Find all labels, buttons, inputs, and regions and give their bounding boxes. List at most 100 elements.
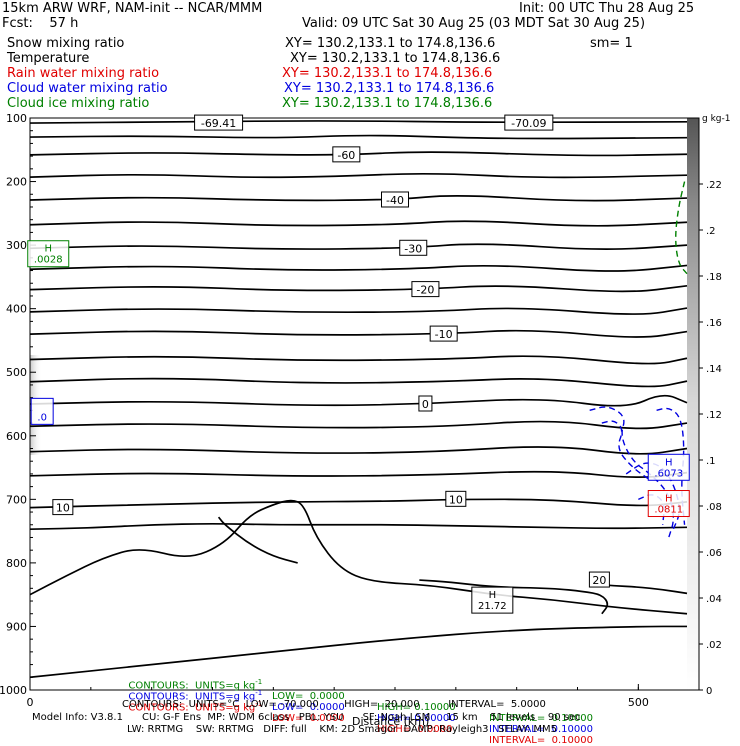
colorbar-tick-label: .04	[706, 594, 722, 605]
model-title: 15km ARW WRF, NAM-init -- NCAR/MMM	[2, 1, 263, 16]
y-tick-label: 500	[6, 366, 27, 379]
y-tick-label: 1000	[0, 684, 27, 697]
extremum-value: .0	[37, 412, 47, 423]
contour-label-box	[399, 239, 428, 256]
isotherm	[30, 307, 688, 315]
colorbar-tick-label: .02	[706, 640, 722, 651]
cloud-ice-contour	[675, 181, 688, 275]
contour-interval: INTERVAL= 0.10000	[489, 713, 593, 725]
colorbar-tick-label: .22	[706, 180, 722, 191]
isotherm	[30, 329, 688, 338]
contour-label-box	[588, 571, 610, 588]
field-rain-xy: XY= 130.2,133.1 to 174.8,136.6	[282, 66, 493, 81]
isotherm	[30, 420, 688, 430]
field-snow-name: Snow mixing ratio	[7, 36, 125, 51]
isotherm	[30, 151, 688, 157]
pressure-axis: 100 200 300 400 500 600 700 800 900 1000	[0, 112, 36, 697]
isotherm	[30, 243, 688, 250]
distance-axis: 0 500	[27, 684, 649, 709]
forecast-hour: Fcst: 57 h	[2, 16, 79, 31]
extremum-value: .0028	[34, 255, 63, 266]
init-time: Init: 00 UTC Thu 28 Aug 25	[519, 1, 695, 16]
contour-label-box	[429, 325, 458, 342]
extremum-box	[471, 586, 514, 614]
isotherm	[30, 499, 688, 615]
y-tick-label: 400	[6, 303, 27, 316]
contour-label-box	[411, 281, 440, 298]
x-tick-label: 0	[27, 696, 34, 709]
contour-label-box	[194, 114, 244, 131]
field-snow-xy: XY= 130.2,133.1 to 174.8,136.6	[285, 36, 496, 51]
extremum-value: .6073	[654, 468, 683, 479]
contour-label: -60	[337, 149, 355, 162]
contour-label: -20	[416, 284, 434, 297]
extremum-value: .0811	[654, 505, 683, 516]
moisture-contours	[589, 181, 688, 538]
footer-contours-ice: CONTOURS: UNITS=g kg-1 LOW= 0.0000 HIGH=…	[128, 678, 593, 725]
isotherm	[30, 522, 688, 531]
y-tick-label: 800	[6, 557, 27, 570]
extremum-letter: H	[665, 494, 673, 505]
contour-label-box	[381, 191, 409, 208]
x-axis-label: Distance (km)	[352, 715, 430, 728]
footer-contours-cloudwater: CONTOURS: UNITS=g kg-1 LOW= 0.0000 HIGH=…	[128, 689, 593, 736]
field-cloudwater-xy: XY= 130.2,133.1 to 174.8,136.6	[284, 81, 495, 96]
footer-contours-temp: CONTOURS: UNITS=°C LOW= -70.000 HIGH= 20…	[122, 699, 546, 710]
field-temp-xy: XY= 130.2,133.1 to 174.8,136.6	[290, 51, 501, 66]
isotherm	[30, 446, 688, 455]
colorbar-tick-label: 0	[706, 686, 712, 697]
colorbar-tick-label: .2	[706, 226, 716, 237]
x-tick-label: 500	[628, 696, 649, 709]
contour-label-box	[504, 114, 554, 131]
extremum-value: 21.72	[478, 601, 507, 612]
colorbar-tick-label: .1	[706, 456, 716, 467]
isotherm	[30, 220, 688, 227]
colorbar-tick-label: .14	[706, 364, 722, 375]
colorbar-tick-label: .06	[706, 548, 722, 559]
isotherm	[30, 134, 688, 140]
contour-interval: INTERVAL= 0.10000	[489, 724, 593, 736]
isotherm	[30, 377, 688, 388]
contour-units: CONTOURS: UNITS=g kg	[128, 702, 256, 714]
isotherm	[30, 355, 688, 365]
contour-label-box	[332, 146, 361, 163]
contour-label: -30	[404, 242, 422, 255]
extremum-box	[30, 397, 54, 425]
contour-label-box	[445, 490, 467, 507]
y-tick-label: 300	[6, 239, 27, 252]
contour-units: CONTOURS: UNITS=g kg	[128, 691, 256, 703]
contour-labels: -69.41 -70.09 -60 -40 -30 -20 -10 0 10 10 20	[52, 114, 610, 588]
cloud-water-contour	[601, 420, 651, 481]
extremum-letter: H	[44, 244, 52, 255]
y-tick-label: 100	[6, 112, 27, 125]
contour-high: HIGH= 0.60000	[377, 713, 456, 725]
isotherm	[30, 470, 688, 478]
isotherm	[419, 579, 609, 615]
colorbar-tick-label: .12	[706, 410, 722, 421]
field-snow-smooth: sm= 1	[590, 36, 633, 51]
extremum-box	[27, 240, 70, 268]
valid-time: Valid: 09 UTC Sat 30 Aug 25 (03 MDT Sat …	[302, 16, 646, 31]
isotherm	[30, 625, 687, 679]
contour-interval: INTERVAL= 0.10000	[489, 735, 593, 746]
extremum-letter: H	[665, 457, 673, 468]
colorbar-tick-label: .08	[706, 502, 722, 513]
contour-label: -10	[435, 328, 453, 341]
colorbar-unit: g kg-1	[702, 114, 731, 124]
contour-high: HIGH= 0.10000	[377, 702, 456, 714]
colorbar-tick-label: .18	[706, 272, 722, 283]
extremum-box	[647, 453, 690, 481]
contour-label: -69.41	[201, 117, 236, 130]
contour-label: 0	[422, 398, 429, 411]
contour-label-box	[418, 395, 433, 412]
contour-label: -40	[386, 194, 404, 207]
isotherm	[217, 516, 298, 564]
field-rain-name: Rain water mixing ratio	[7, 66, 160, 81]
contour-low: LOW= 0.0000	[272, 702, 345, 714]
contour-low: LOW= 0.0000	[272, 691, 345, 703]
isotherm	[30, 264, 688, 272]
isotherm	[30, 284, 688, 293]
extremum-letter: H	[489, 590, 497, 601]
cloud-water-contour	[589, 406, 675, 538]
